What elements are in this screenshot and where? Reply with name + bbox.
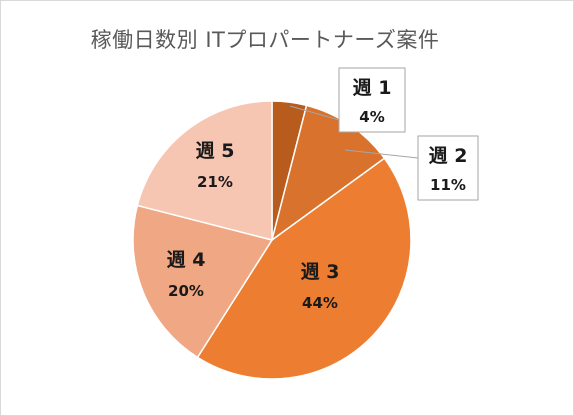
pie-slice-3 (196, 157, 412, 380)
chart-title: 稼働日数別 ITプロパートナーズ案件 (90, 28, 440, 52)
slice-value-4: 20% (168, 282, 204, 300)
slice-label-2: 週 2 (429, 145, 468, 167)
callout-leader-1 (289, 105, 340, 121)
slice-value-5: 21% (197, 173, 233, 191)
slice-label-3: 週 3 (301, 261, 340, 283)
callout-box-1 (338, 67, 406, 133)
pie-slice-4 (132, 204, 274, 359)
pie-slice-5 (136, 100, 273, 241)
callout-leader-2 (344, 149, 419, 159)
slice-value-1: 4% (359, 108, 384, 126)
slice-label-5: 週 5 (196, 140, 235, 162)
slice-value-3: 44% (302, 294, 338, 312)
slice-label-1: 週 1 (353, 77, 392, 99)
slice-value-2: 11% (430, 176, 466, 194)
callout-box-2 (417, 135, 479, 201)
slice-label-4: 週 4 (167, 249, 206, 271)
